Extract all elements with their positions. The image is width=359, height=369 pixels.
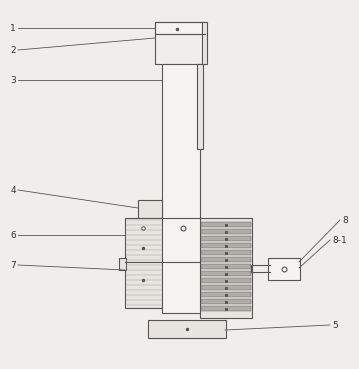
Text: 4: 4 [10,186,16,194]
Bar [201,292,251,297]
Bar [201,222,251,227]
Bar [119,258,126,270]
Text: 8-1: 8-1 [332,235,347,245]
Bar [200,218,252,318]
Text: 1: 1 [10,24,16,32]
Bar [268,258,300,280]
Bar [201,306,251,311]
Bar [201,243,251,248]
Bar [155,22,205,64]
Bar [162,218,202,313]
Text: 3: 3 [10,76,16,85]
Bar [201,285,251,290]
Text: 8: 8 [342,215,348,224]
Text: 2: 2 [10,45,16,55]
Bar [125,218,162,308]
Text: 7: 7 [10,261,16,269]
Bar [201,264,251,269]
Bar [202,22,207,64]
Bar [201,299,251,304]
Bar [148,320,226,338]
Text: 6: 6 [10,231,16,239]
Text: 5: 5 [332,321,338,330]
Bar [201,271,251,276]
Bar [201,257,251,262]
Bar [155,22,205,34]
Bar [197,64,203,149]
Bar [201,278,251,283]
Bar [201,236,251,241]
Bar [201,250,251,255]
Bar [162,64,200,222]
Bar [201,229,251,234]
Bar [138,200,162,218]
